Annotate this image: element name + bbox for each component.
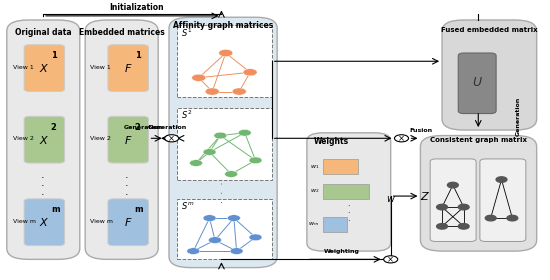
Circle shape (214, 132, 227, 139)
Circle shape (205, 88, 219, 95)
Text: $U$: $U$ (472, 76, 483, 89)
Circle shape (232, 88, 246, 95)
Text: $X$: $X$ (39, 134, 50, 146)
Bar (177, 199, 272, 259)
Text: ·
·
·: · · · (347, 202, 350, 226)
Text: m: m (135, 205, 144, 214)
Text: $F$: $F$ (124, 216, 133, 228)
FancyBboxPatch shape (420, 136, 537, 251)
Text: Consistent graph matrix: Consistent graph matrix (430, 137, 527, 143)
Circle shape (190, 160, 202, 166)
Text: $S^1$: $S^1$ (181, 26, 192, 39)
FancyBboxPatch shape (480, 159, 526, 241)
Text: Generation: Generation (515, 97, 520, 136)
Circle shape (394, 135, 409, 142)
Text: $X$: $X$ (39, 216, 50, 228)
Circle shape (448, 182, 458, 188)
Circle shape (230, 248, 243, 255)
Bar (323, 217, 348, 232)
Circle shape (203, 149, 216, 155)
FancyBboxPatch shape (24, 199, 65, 246)
Text: Embedded matrices: Embedded matrices (79, 28, 164, 37)
Text: View m: View m (13, 219, 36, 224)
Text: Generation: Generation (123, 125, 163, 130)
Circle shape (238, 129, 251, 136)
Circle shape (208, 237, 222, 243)
Circle shape (203, 215, 216, 221)
Text: $Z$: $Z$ (420, 190, 430, 202)
Text: Fused embedded matrix: Fused embedded matrix (441, 27, 537, 33)
Circle shape (458, 204, 469, 210)
Text: Weighting: Weighting (324, 249, 360, 254)
Circle shape (437, 224, 448, 229)
FancyBboxPatch shape (7, 20, 80, 259)
Text: $w$: $w$ (386, 194, 395, 204)
Text: $F$: $F$ (124, 134, 133, 146)
Circle shape (243, 69, 257, 76)
Circle shape (485, 215, 496, 221)
Circle shape (496, 177, 507, 182)
Text: 1: 1 (51, 51, 57, 60)
Text: ×: × (168, 134, 175, 143)
Bar (177, 25, 272, 97)
Text: ·  ·  ·: · · · (218, 181, 228, 203)
Text: $S^m$: $S^m$ (181, 200, 194, 211)
Text: $F$: $F$ (124, 62, 133, 74)
Text: m: m (51, 205, 59, 214)
Text: Weights: Weights (314, 137, 349, 146)
Text: $w_1$: $w_1$ (310, 163, 320, 171)
FancyBboxPatch shape (108, 116, 148, 163)
Bar (177, 108, 272, 179)
Circle shape (219, 50, 233, 57)
Circle shape (164, 135, 179, 142)
Circle shape (437, 204, 448, 210)
Bar (323, 159, 358, 174)
Text: Original data: Original data (15, 28, 72, 37)
Text: 2: 2 (135, 123, 141, 132)
FancyBboxPatch shape (24, 45, 65, 92)
Text: 1: 1 (135, 51, 141, 60)
Text: Fusion: Fusion (410, 128, 433, 133)
Circle shape (187, 248, 200, 255)
Circle shape (227, 215, 240, 221)
Circle shape (384, 256, 398, 263)
FancyBboxPatch shape (430, 159, 476, 241)
FancyBboxPatch shape (307, 133, 390, 251)
FancyBboxPatch shape (108, 45, 148, 92)
Circle shape (507, 215, 518, 221)
Text: View 1: View 1 (90, 65, 110, 70)
Text: View 1: View 1 (13, 65, 34, 70)
Text: $S^2$: $S^2$ (181, 109, 192, 121)
Text: 2: 2 (51, 123, 57, 132)
FancyBboxPatch shape (108, 199, 148, 246)
Text: Initialization: Initialization (109, 3, 164, 12)
Text: $w_m$: $w_m$ (308, 220, 320, 228)
Text: ×: × (398, 134, 405, 143)
Text: $w_2$: $w_2$ (310, 187, 320, 195)
Text: Generation: Generation (148, 125, 187, 130)
Text: Affinity graph matrices: Affinity graph matrices (173, 21, 273, 30)
Circle shape (249, 234, 262, 241)
Circle shape (249, 157, 262, 164)
Circle shape (192, 74, 206, 81)
FancyBboxPatch shape (169, 17, 277, 268)
FancyBboxPatch shape (85, 20, 158, 259)
FancyBboxPatch shape (442, 20, 537, 130)
FancyBboxPatch shape (458, 53, 496, 113)
Text: ×: × (387, 255, 394, 264)
Circle shape (225, 171, 238, 177)
Text: ·
·
·: · · · (125, 173, 129, 200)
Bar (323, 184, 369, 199)
Text: View 2: View 2 (13, 136, 34, 141)
Text: ·
·
·: · · · (41, 173, 45, 200)
Text: View m: View m (90, 219, 113, 224)
Text: View 2: View 2 (90, 136, 111, 141)
Circle shape (458, 224, 469, 229)
Text: $X$: $X$ (39, 62, 50, 74)
FancyBboxPatch shape (24, 116, 65, 163)
